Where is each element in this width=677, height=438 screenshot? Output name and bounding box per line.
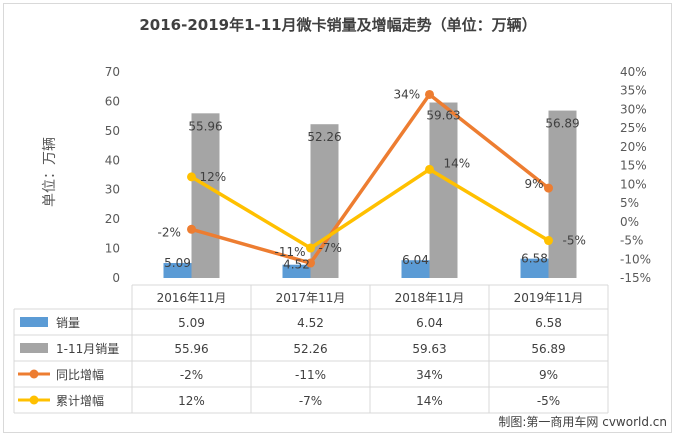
bar-data-label: 52.26	[307, 130, 341, 144]
plot-area: 0 10 20 30 40 50 60 70 -15% -10% -5% 0% 5% 10% 15% 20% 2…	[105, 65, 651, 285]
y2-tick-label: 35%	[620, 84, 647, 98]
table-cell: 56.89	[531, 342, 565, 356]
bar-monthly	[282, 264, 311, 278]
y-tick-label: 30	[105, 183, 120, 197]
y-tick-label: 10	[105, 242, 120, 256]
line-marker	[187, 172, 196, 182]
y2-tick-label: 15%	[620, 159, 647, 173]
y2-tick-label: 40%	[620, 65, 647, 79]
y-tick-label: 20	[105, 212, 120, 226]
legend-swatch	[20, 317, 48, 327]
bar-cumulative	[429, 102, 458, 278]
table-cell: 6.04	[416, 316, 443, 330]
line-yoy	[191, 92, 550, 265]
line-marker	[187, 224, 196, 234]
bar-cumulative	[191, 113, 220, 278]
y-tick-label: 0	[112, 271, 120, 285]
table-cell: 52.26	[293, 342, 327, 356]
chart-title: 2016-2019年1-11月微卡销量及增幅走势（单位：万辆）	[139, 16, 536, 34]
legend-swatch-marker	[29, 369, 39, 379]
y-axis-title: 单位：万辆	[42, 137, 58, 207]
line-data-label: -5%	[563, 234, 586, 248]
y2-tick-label: 5%	[620, 196, 639, 210]
table-cell: 55.96	[174, 342, 208, 356]
line-marker	[544, 183, 553, 193]
line-data-label: 14%	[444, 156, 471, 170]
table-cell: -2%	[180, 368, 203, 382]
y2-tick-label: -15%	[620, 271, 651, 285]
y2-tick-label: 0%	[620, 215, 639, 229]
category-label: 2017年11月	[276, 291, 346, 305]
legend-label: 累计增幅	[56, 393, 104, 408]
table-cell: -11%	[295, 368, 326, 382]
y2-tick-label: -10%	[620, 252, 651, 266]
line-data-label: 34%	[394, 87, 421, 101]
bar-cumulative	[310, 124, 339, 278]
table-cell: 34%	[416, 368, 443, 382]
table-cell: -7%	[299, 394, 322, 408]
bar-data-label: 55.96	[188, 119, 222, 133]
legend-swatch-marker	[29, 395, 39, 405]
legend-swatch	[20, 343, 48, 353]
legend-label: 1-11月销量	[56, 342, 119, 356]
y-tick-label: 40	[105, 153, 120, 167]
line-data-label: -11%	[275, 245, 306, 259]
category-label: 2018年11月	[395, 291, 465, 305]
bar-data-label: 6.58	[521, 252, 548, 266]
table-cell: 6.58	[535, 316, 562, 330]
y2-tick-label: 20%	[620, 140, 647, 154]
table-cell: 12%	[178, 394, 205, 408]
line-marker	[425, 164, 434, 174]
legend-label: 同比增幅	[56, 367, 104, 382]
line-data-label: -7%	[319, 241, 342, 255]
bar-data-label: 6.04	[402, 253, 429, 267]
chart-frame	[3, 3, 672, 433]
line-marker	[306, 243, 315, 253]
table-cell: 59.63	[412, 342, 446, 356]
table-cell: 4.52	[297, 316, 324, 330]
credit-text: 制图:第一商用车网 cvworld.cn	[498, 414, 667, 429]
bar-cumulative	[548, 110, 577, 278]
bar-data-label: 5.09	[164, 256, 191, 270]
table-cell: 14%	[416, 394, 443, 408]
line-data-label: -2%	[158, 225, 181, 239]
line-data-label: 9%	[525, 177, 544, 191]
y2-tick-label: -5%	[620, 234, 643, 248]
line-marker	[306, 258, 315, 268]
y-tick-label: 60	[105, 94, 120, 108]
bar-data-label: 56.89	[545, 117, 579, 131]
line-data-label: 12%	[200, 170, 227, 184]
line-cumulative	[190, 167, 550, 250]
category-label: 2019年11月	[514, 291, 584, 305]
y-tick-label: 70	[105, 65, 120, 79]
line-marker	[425, 89, 434, 99]
category-label: 2016年11月	[157, 291, 227, 305]
bar-monthly	[163, 263, 192, 278]
table-cell: -5%	[537, 394, 560, 408]
bar-data-label: 4.52	[283, 258, 310, 272]
y2-tick-label: 10%	[620, 177, 647, 191]
y2-tick-label: 30%	[620, 102, 647, 116]
bar-data-label: 59.63	[426, 109, 460, 123]
table-cell: 9%	[539, 368, 558, 382]
bar-monthly	[520, 258, 549, 278]
y-tick-label: 50	[105, 124, 120, 138]
line-marker	[544, 236, 553, 246]
table-cell: 5.09	[178, 316, 205, 330]
bar-monthly	[401, 260, 430, 278]
legend-label: 销量	[56, 316, 80, 330]
y2-tick-label: 25%	[620, 121, 647, 135]
